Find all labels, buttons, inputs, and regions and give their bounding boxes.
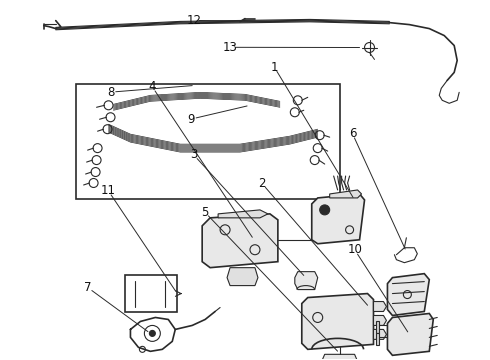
Text: 11: 11 [101, 184, 116, 197]
Bar [75, 84, 340, 199]
Text: 13: 13 [223, 41, 238, 54]
Polygon shape [373, 315, 387, 325]
Polygon shape [373, 302, 387, 311]
Polygon shape [227, 268, 258, 285]
Polygon shape [373, 329, 387, 339]
Text: 5: 5 [201, 206, 209, 219]
Text: 10: 10 [347, 243, 362, 256]
Polygon shape [312, 194, 365, 244]
Circle shape [319, 205, 330, 215]
Text: 6: 6 [348, 127, 356, 140]
Polygon shape [376, 333, 379, 345]
Polygon shape [322, 354, 358, 360]
Polygon shape [376, 321, 379, 333]
Text: 9: 9 [188, 113, 195, 126]
Circle shape [149, 330, 155, 336]
Polygon shape [388, 314, 433, 355]
Text: 12: 12 [186, 14, 201, 27]
Polygon shape [302, 293, 373, 349]
Text: 4: 4 [148, 80, 156, 93]
Text: 1: 1 [270, 60, 278, 73]
Text: 3: 3 [190, 148, 197, 161]
Bar [125, 275, 177, 312]
Polygon shape [218, 210, 268, 218]
Polygon shape [330, 190, 362, 198]
Text: 8: 8 [107, 86, 115, 99]
Text: 2: 2 [258, 177, 266, 190]
Polygon shape [388, 274, 429, 315]
Polygon shape [295, 272, 318, 289]
Text: 7: 7 [84, 281, 92, 294]
Polygon shape [202, 214, 278, 268]
